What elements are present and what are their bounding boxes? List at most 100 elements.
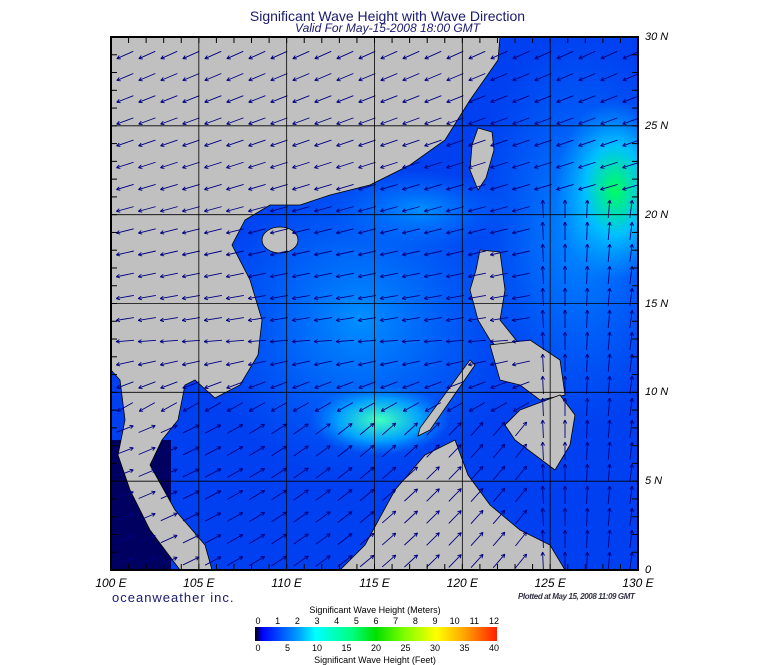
wave-arrow [423,360,442,367]
wave-arrow [116,73,134,82]
wave-arrow [160,50,178,60]
colorbar-tick: 4 [334,616,340,626]
wave-arrow [448,444,462,458]
wave-arrow [424,381,442,390]
wave-arrow [115,250,134,257]
colorbar-tick: 15 [341,643,352,653]
wave-arrow [160,139,178,147]
wave-arrow [540,529,545,549]
wave-arrow [359,444,375,458]
wave-arrow [585,463,590,483]
wave-arrow [540,551,545,570]
wave-arrow [182,73,200,82]
wave-arrow [607,353,612,373]
wave-arrow [467,272,486,279]
wave-arrow [492,421,506,437]
wave-arrow [380,117,398,126]
wave-arrow [381,444,397,458]
wave-arrow [358,206,376,213]
land-borneo [339,439,566,570]
colorbar-tick: 25 [400,643,411,653]
wave-arrow [313,294,332,301]
wave-arrow [468,161,486,169]
wave-arrow [379,360,398,367]
wave-arrow [540,309,545,329]
wave-arrow [401,317,420,323]
wave-arrow [512,95,530,104]
wave-arrow [622,184,638,191]
colorbar-meters-label: Significant Wave Height (Meters) [309,605,441,615]
wave-arrow [404,510,419,524]
wave-arrow [270,184,288,191]
wave-arrow [562,529,568,549]
wave-arrow [291,339,311,344]
wave-arrow [248,117,266,126]
wave-arrow [445,228,464,235]
wave-arrow [293,511,309,523]
wave-arrow [585,551,590,570]
wave-arrow [585,375,590,395]
wave-arrow [204,206,222,213]
wave-arrow [357,317,376,323]
wave-arrow [160,184,178,191]
wave-arrow [357,228,376,235]
wave-arrow [203,294,222,301]
wave-arrow [470,553,484,568]
wave-arrow [426,444,440,458]
wave-arrow [138,381,156,390]
wave-arrow [446,402,464,412]
wave-arrow [515,421,528,437]
wave-arrow [138,446,156,455]
wave-arrow [424,161,442,169]
wave-arrow [160,117,178,126]
colorbar-tick: 10 [311,643,323,653]
wave-arrow [540,397,545,417]
wave-arrow [511,317,530,323]
wave-arrow [515,443,528,459]
wave-arrow [247,294,266,301]
wave-arrow [578,117,596,126]
wave-arrow [270,50,288,60]
wave-arrow [404,554,419,568]
wave-arrow [515,509,528,525]
wave-arrow [423,294,442,301]
wave-arrow [607,397,612,417]
wave-arrow [629,507,634,526]
wave-arrow [585,309,590,329]
wave-arrow [404,532,419,546]
wave-arrow [402,381,420,390]
wave-arrow [160,424,178,434]
wave-arrow [116,184,134,191]
wave-arrow [226,117,244,126]
wave-arrow [138,424,156,433]
frame-ticks [110,36,639,571]
wave-arrow [381,510,397,524]
wave-arrow [226,95,244,104]
wave-arrow [380,73,398,82]
wave-arrow [357,272,376,279]
colorbar-tick: 20 [370,643,382,653]
wave-arrow [138,73,156,82]
wave-arrow [562,309,568,329]
colorbar-tick: 5 [353,616,359,626]
wave-arrow [160,73,178,82]
wave-arrow [138,95,156,104]
wave-arrow [490,95,508,104]
wave-arrow [159,228,178,235]
wave-arrow [116,117,134,126]
wave-arrow [249,489,266,501]
wave-arrow [470,509,484,524]
wave-arrow [468,206,486,213]
wave-arrow [160,95,178,104]
wave-arrow [515,465,528,481]
wave-arrow [358,95,376,104]
colorbar-tick: 35 [459,643,470,653]
wave-arrow [607,331,612,351]
wave-arrow [204,117,222,126]
lon-label: 125 E [534,576,566,590]
wave-arrow [600,73,618,82]
wave-arrow [269,294,288,301]
wave-arrow [423,272,442,279]
wave-arrow [578,161,596,169]
